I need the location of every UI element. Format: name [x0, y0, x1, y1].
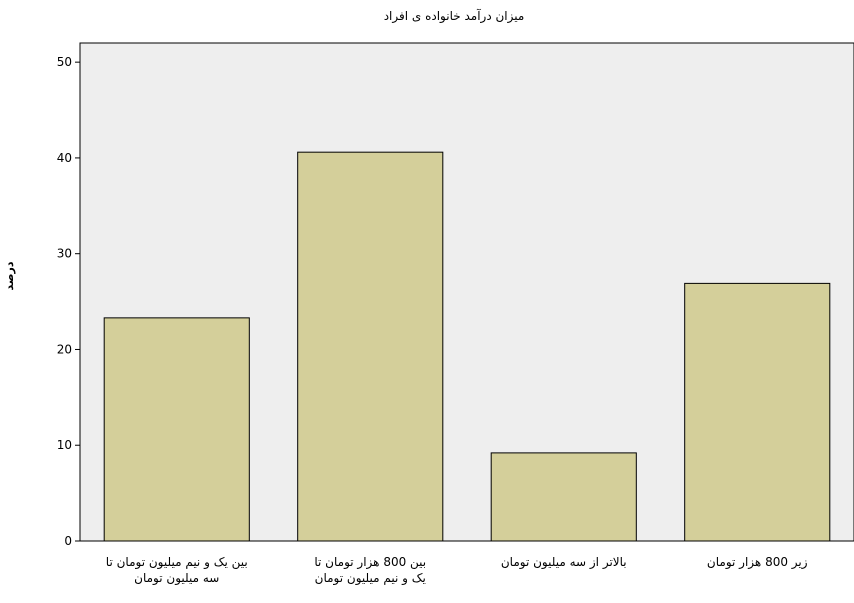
y-tick-label-0: 0: [64, 534, 72, 548]
y-tick-label-4: 40: [57, 151, 72, 165]
x-axis: بین یک و نیم میلیون تومان تا سه میلیون تو…: [106, 555, 808, 586]
x-tick-label-1: بین 800 هزار تومان تا یک و نیم میلیون توم…: [314, 555, 426, 586]
x-tick-label-2: بالاتر از سه میلیون تومان: [501, 555, 627, 570]
y-tick-label-5: 50: [57, 55, 72, 69]
x-tick-label-line: سه میلیون تومان: [134, 571, 219, 586]
y-tick-label-3: 30: [57, 247, 72, 261]
x-tick-label-line: بالاتر از سه میلیون تومان: [501, 555, 627, 570]
x-tick-label-3: زیر 800 هزار تومان: [707, 555, 808, 570]
bar-2: [490, 452, 637, 542]
x-tick-label-0: بین یک و نیم میلیون تومان تا سه میلیون تو…: [106, 555, 248, 586]
y-tick-label-1: 10: [57, 438, 72, 452]
x-tick-label-line: بین یک و نیم میلیون تومان تا: [106, 555, 248, 570]
bar-1: [297, 151, 444, 542]
bar-0: [103, 317, 250, 542]
x-tick-label-line: زیر 800 هزار تومان: [707, 555, 808, 570]
y-axis: 0 10 20 30 40 50: [57, 55, 80, 548]
x-tick-label-line: بین 800 هزار تومان تا: [314, 555, 426, 570]
x-tick-label-line: یک و نیم میلیون تومان: [315, 571, 426, 586]
y-axis-label: درصد: [3, 261, 16, 290]
bar-3: [684, 282, 831, 542]
bars: [103, 151, 831, 542]
chart-title: میزان درآمد خانواده ی افراد: [384, 8, 525, 24]
y-tick-label-2: 20: [57, 342, 72, 356]
